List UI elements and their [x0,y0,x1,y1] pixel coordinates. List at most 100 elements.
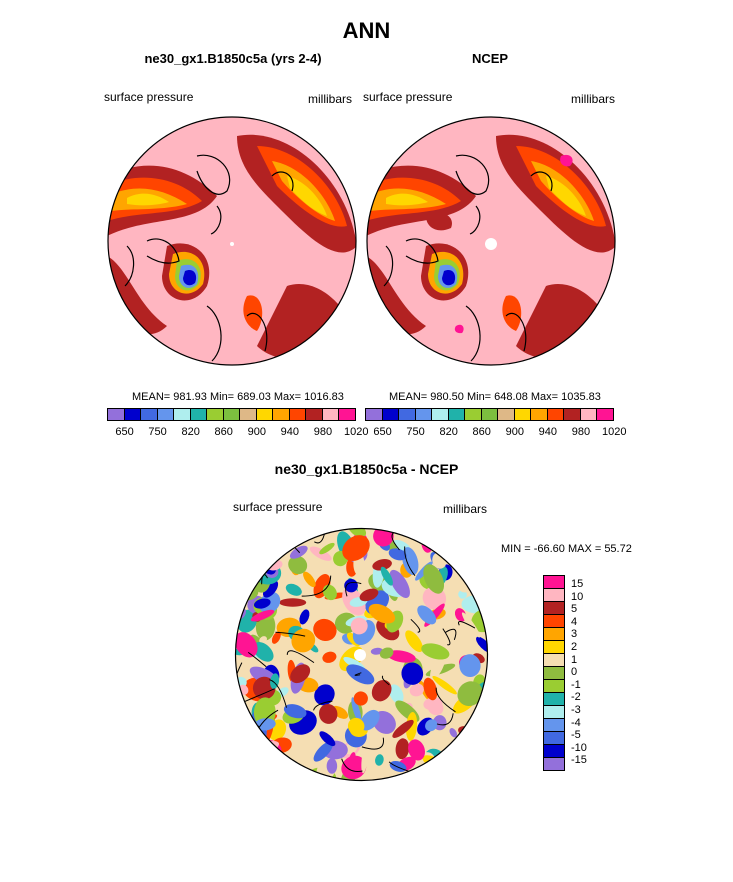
colorbar-swatch [123,408,142,421]
contour-region [290,664,311,684]
colorbar-tick-label: 5 [571,603,578,616]
contour-region [255,528,282,542]
contour-region [476,636,488,653]
map-border [107,116,357,366]
contour-region [248,535,274,551]
panel1-colorbar [107,408,356,421]
map-border [366,116,616,366]
colorbar-swatch [156,408,175,421]
contour-region [313,618,337,642]
contour-region [455,547,480,567]
contour-region [454,324,464,334]
panel1-right-label: millibars [308,92,353,106]
contour-region [454,548,473,559]
colorbar-tick-label: -1 [571,678,581,691]
diff-polar-map [234,527,489,782]
contour-region [256,562,267,573]
colorbar-tick-label: 900 [505,426,524,438]
contour-region [244,742,264,760]
contour-region [347,717,365,735]
colorbar-swatch [398,408,416,421]
contour-region [423,564,445,594]
contour-region [318,703,338,724]
pole-marker [230,242,234,246]
contour-region [283,704,307,719]
contour-region [401,662,424,685]
colorbar-swatch [414,408,433,421]
contour-region [386,193,428,206]
coastline [210,205,222,235]
contour-region [560,154,573,167]
colorbar-swatch [579,408,598,421]
coastline [341,758,363,772]
colorbar-tick-label: 1020 [602,426,627,438]
coastline [345,581,362,597]
colorbar-swatch [288,408,307,421]
coastline [530,171,553,192]
contour-region [457,681,483,707]
colorbar-tick-label: 750 [406,426,425,438]
coastline [275,631,306,637]
diff-colorbar [543,575,565,771]
contour-region [244,528,266,543]
contour-region [426,212,452,231]
coastline [505,312,527,352]
colorbar-swatch [563,408,581,421]
contour-region [322,651,337,663]
contour-region [421,643,450,660]
colorbar-swatch [543,588,565,602]
colorbar-swatch [239,408,257,421]
contour-region [236,529,256,559]
contour-region [353,691,368,706]
contour-region [314,684,335,706]
contour-region [263,580,279,598]
contour-region [254,718,276,731]
contour-region [346,664,375,685]
coastline [243,548,265,577]
colorbar-tick-label: 1020 [344,426,369,438]
contour-region [288,555,308,575]
contour-region [473,716,488,745]
coastline [266,529,286,543]
contour-region [380,566,393,586]
colorbar-tick-label: -5 [571,729,581,742]
colorbar-swatch [543,601,565,615]
coastline [221,642,235,656]
contour-region [235,729,249,749]
panel2-stats: MEAN= 980.50 Min= 648.08 Max= 1035.83 [389,391,601,403]
coastline [445,628,457,641]
coastline [465,305,481,362]
colorbar-swatch [107,408,125,421]
colorbar-tick-label: -15 [571,754,587,767]
colorbar-swatch [272,408,290,421]
contour-region [449,728,458,738]
contour-region [255,745,274,768]
contour-region [448,759,472,778]
colorbar-tick-label: 15 [571,578,584,590]
contour-region [468,528,485,534]
contour-region [379,647,394,659]
contour-region [252,676,276,700]
coastline [301,575,332,597]
colorbar-swatch [543,757,565,771]
pole-marker [485,238,497,250]
coastline [247,651,267,668]
colorbar-swatch [530,408,548,421]
contour-region [432,675,457,695]
colorbar-swatch [497,408,515,421]
panel1-title: ne30_gx1.B1850c5a (yrs 2-4) [144,51,322,66]
coastline [146,238,180,264]
contour-region [245,753,264,773]
contour-region [428,537,438,548]
colorbar-tick-label: 860 [214,426,233,438]
contour-region [235,632,258,658]
contour-region [370,647,383,655]
colorbar-swatch [480,408,499,421]
colorbar-swatch [543,666,565,680]
colorbar-tick-label: 860 [472,426,491,438]
contour-region [477,756,488,776]
colorbar-swatch [222,408,241,421]
contour-region [474,735,488,755]
contour-region [360,709,380,731]
colorbar-swatch [543,744,565,758]
